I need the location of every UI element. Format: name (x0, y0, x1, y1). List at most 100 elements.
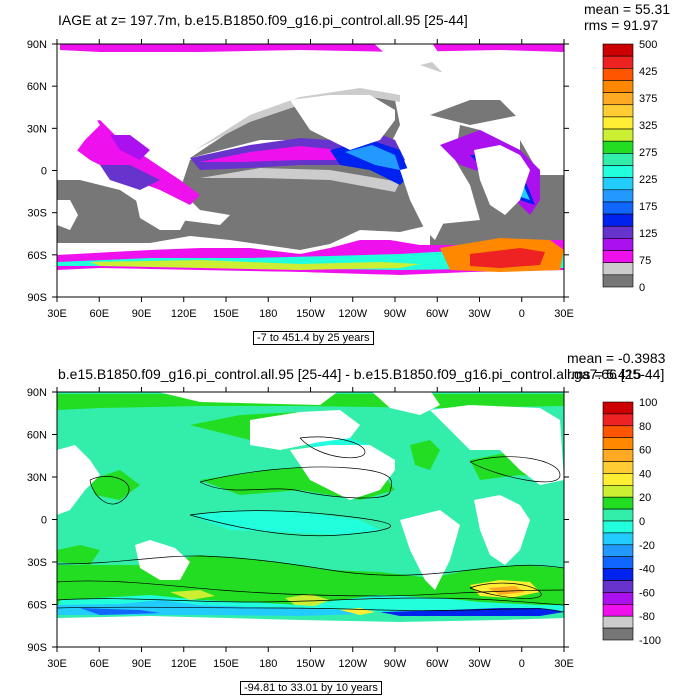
top-stat-rms: rms = 91.97 (584, 17, 659, 33)
x-tick-label: 150W (296, 308, 325, 320)
x-tick-label: 90W (384, 658, 407, 670)
y-tick-label: 60S (27, 250, 47, 262)
y-tick-label: 60N (27, 81, 47, 93)
colorbar-swatch (602, 461, 634, 474)
colorbar-swatch (602, 177, 634, 191)
top-range-label: -7 to 451.4 by 25 years (253, 331, 374, 345)
colorbar-label: -100 (639, 635, 661, 647)
bottom-stat-mean: mean = -0.3983 (567, 350, 666, 366)
colorbar-label: -20 (639, 540, 655, 552)
x-tick-label: 90E (132, 308, 152, 320)
colorbar-swatch (602, 238, 634, 251)
colorbar-swatch (602, 508, 634, 522)
x-tick-label: 120E (171, 308, 197, 320)
top-stats: mean = 55.31 rms = 91.97 (584, 1, 670, 33)
x-tick-label: 0 (519, 308, 525, 320)
y-tick-label: 60S (27, 600, 47, 612)
colorbar-swatch (602, 449, 634, 462)
y-tick-label: 0 (41, 166, 47, 178)
bottom-range-label: -94.81 to 33.01 by 10 years (240, 681, 382, 695)
colorbar-swatch (602, 604, 634, 617)
top-stat-mean: mean = 55.31 (584, 1, 671, 17)
colorbar-swatch (602, 80, 634, 93)
colorbar-swatch (602, 437, 634, 450)
colorbar-label: 425 (639, 66, 657, 78)
top-title: IAGE at z= 197.7m, b.e15.B1850.f09_g16.p… (58, 12, 468, 28)
x-tick-label: 180 (259, 308, 277, 320)
x-tick-label: 120E (171, 658, 197, 670)
colorbar-swatch (602, 104, 634, 118)
x-tick-label: 60W (426, 658, 449, 670)
colorbar-swatch (602, 473, 634, 486)
colorbar-label: -80 (639, 611, 655, 623)
y-tick-label: 30S (27, 208, 47, 220)
top-panel: IAGE at z= 197.7m, b.e15.B1850.f09_g16.p… (27, 1, 670, 345)
x-tick-label: 90W (384, 308, 407, 320)
colorbar-label: 375 (639, 93, 657, 105)
colorbar-swatch (602, 213, 634, 227)
top-map-chart: 30E 60E 90E 120E 150E 180 150W 120W 90W 60W 30W 0 30… (27, 39, 657, 320)
colorbar-swatch (602, 627, 634, 641)
colorbar-label: 80 (639, 421, 651, 433)
colorbar-label: 325 (639, 120, 657, 132)
colorbar-swatch (602, 544, 634, 558)
bottom-stat-rms: rms = 5.415 (567, 366, 642, 382)
colorbar-label: 225 (639, 174, 657, 186)
colorbar-label: 175 (639, 201, 657, 213)
x-tick-label: 30E (554, 658, 574, 670)
x-tick-label: 180 (259, 658, 277, 670)
colorbar-label: -40 (639, 564, 655, 576)
colorbar-swatch (602, 92, 634, 106)
bottom-title: b.e15.B1850.f09_g16.pi_control.all.95 [2… (58, 366, 665, 382)
colorbar-label: 100 (639, 397, 657, 409)
colorbar-swatch (602, 615, 634, 629)
colorbar-label: 125 (639, 228, 657, 240)
x-tick-label: 60W (426, 308, 449, 320)
colorbar-label: 0 (639, 282, 645, 294)
bottom-axis-ticks: 30E 60E 90E 120E 150E 180 150W 120W 90W 60W 30W 0 30… (27, 387, 574, 670)
colorbar-swatch (602, 401, 634, 415)
colorbar-swatch (602, 153, 634, 166)
colorbar-swatch (602, 250, 634, 264)
colorbar-swatch (602, 201, 634, 215)
colorbar-label: 0 (639, 516, 645, 528)
y-tick-label: 30S (27, 557, 47, 569)
top-axis-ticks: 30E 60E 90E 120E 150E 180 150W 120W 90W 60W 30W 0 30… (27, 39, 574, 320)
colorbar-swatch (602, 413, 634, 427)
y-tick-label: 90N (27, 39, 47, 51)
top-colorbar: 500 425 375 325 275 225 175 125 75 0 (602, 39, 657, 294)
colorbar-swatch (602, 592, 634, 605)
colorbar-label: 60 (639, 445, 651, 457)
colorbar-swatch (602, 485, 634, 498)
x-tick-label: 0 (519, 658, 525, 670)
x-tick-label: 30W (468, 658, 491, 670)
colorbar-swatch (602, 520, 634, 534)
colorbar-label: 75 (639, 255, 651, 267)
colorbar-swatch (602, 568, 634, 581)
x-tick-label: 150W (296, 658, 325, 670)
top-map-field (56, 40, 565, 298)
bottom-colorbar: 100 80 60 40 20 0 -20 -40 -60 -80 -100 (602, 397, 661, 647)
colorbar-label: -60 (639, 587, 655, 599)
colorbar-swatch (602, 55, 634, 69)
y-tick-label: 30N (27, 123, 47, 135)
x-tick-label: 60E (89, 658, 109, 670)
x-tick-label: 30W (468, 308, 491, 320)
x-tick-label: 60E (89, 308, 109, 320)
colorbar-swatch (602, 189, 634, 203)
colorbar-swatch (602, 496, 634, 510)
y-tick-label: 30N (27, 472, 47, 484)
colorbar-swatch (602, 532, 634, 546)
y-tick-label: 90S (27, 292, 47, 304)
x-tick-label: 120W (338, 308, 367, 320)
x-tick-label: 30E (47, 658, 67, 670)
y-tick-label: 90S (27, 642, 47, 654)
colorbar-label: 275 (639, 147, 657, 159)
bottom-map-field (56, 390, 565, 648)
colorbar-swatch (602, 116, 634, 130)
colorbar-swatch (602, 262, 634, 276)
colorbar-swatch (602, 274, 634, 288)
colorbar-swatch (602, 43, 634, 57)
colorbar-label: 40 (639, 468, 651, 480)
bottom-stats: mean = -0.3983 rms = 5.415 (567, 350, 665, 382)
